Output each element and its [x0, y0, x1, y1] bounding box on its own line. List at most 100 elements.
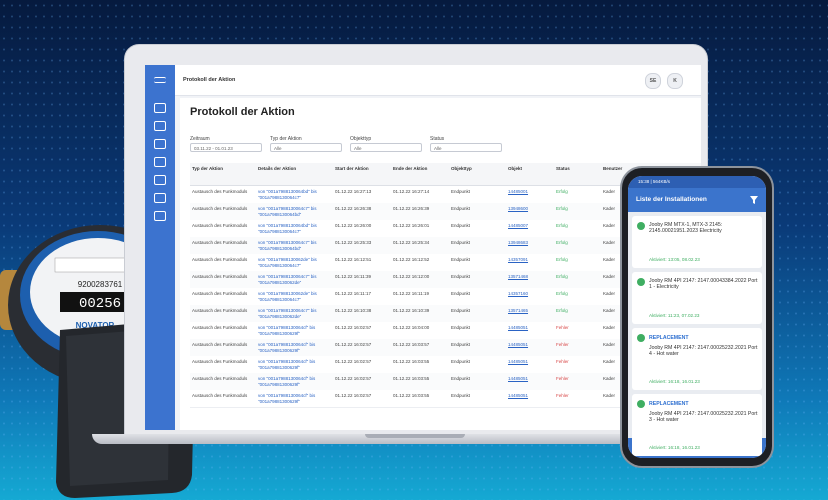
table-cell: Endpunkt [451, 291, 471, 296]
table-cell: Austausch des Funkmoduls [192, 206, 248, 211]
filter-select[interactable]: Alle [430, 143, 502, 152]
column-header: Benutzer [603, 166, 623, 171]
filter-label: Zeitraum [190, 136, 210, 142]
object-link[interactable]: 14485051 [508, 359, 529, 364]
table-cell: 01.12.22 16:02:57 [335, 359, 372, 364]
meter-counter: 00256 [79, 296, 121, 312]
table-cell: Erfolg [556, 308, 568, 313]
table-cell: Kader [603, 274, 616, 279]
installation-card[interactable]: Jooby RM MTX-1, MTX-3 2145: 2145.0002195… [632, 216, 762, 268]
table-cell: Kader [603, 342, 616, 347]
table-cell: Endpunkt [451, 240, 471, 245]
table-header-bg [190, 163, 701, 186]
table-cell: Austausch des Funkmoduls [192, 342, 248, 347]
card-text: Jooby RM 4PI 2147: 2147.00025232.2021 Po… [649, 345, 758, 358]
table-cell: 01.12.22 16:02:57 [335, 376, 372, 381]
table-cell: 01.12.22 16:10:38 [335, 308, 372, 313]
table-cell: 01.12.22 16:12:00 [393, 274, 430, 279]
table-cell: von "001a7988130064c7" bis "001a79881300… [258, 274, 317, 285]
table-cell: 01.12.22 16:25:33 [335, 240, 372, 245]
status-check [637, 222, 645, 230]
user-badge[interactable]: K [667, 73, 683, 89]
table-cell: von "001a7988130064cf" bis "001a79881300… [258, 359, 316, 370]
app-header: Liste der Installationen [628, 188, 766, 212]
object-link[interactable]: 13948600 [508, 206, 529, 211]
table-cell: 01.12.22 16:11:39 [335, 274, 371, 279]
table-cell: 01.12.22 16:10:39 [393, 308, 430, 313]
user-badge[interactable]: SE [645, 73, 661, 89]
column-header: Ende der Aktion [393, 166, 428, 171]
table-cell: 01.12.22 16:25:34 [393, 240, 430, 245]
object-link[interactable]: 13571468 [508, 274, 529, 279]
filter-label: Status [430, 136, 445, 142]
table-cell: Kader [603, 376, 616, 381]
phone: 15:38 | 564KB/s Liste der Installationen… [622, 168, 772, 466]
table-cell: 01.12.22 16:03:55 [393, 393, 430, 398]
filter-select[interactable]: Alle [270, 143, 342, 152]
filter-label: Typ der Aktion [270, 136, 302, 142]
table-cell: Austausch des Funkmoduls [192, 359, 248, 364]
table-cell: Endpunkt [451, 393, 471, 398]
object-link[interactable]: 14485051 [508, 342, 529, 347]
card-text: Jooby RM MTX-1, MTX-3 2145: 2145.0002195… [649, 222, 723, 235]
table-cell: 01.12.22 16:27:14 [393, 189, 430, 194]
table-cell: 01.12.22 16:26:00 [335, 223, 372, 228]
table-cell: Fehler [556, 359, 569, 364]
table-cell: Austausch des Funkmoduls [192, 240, 248, 245]
table-cell: 01.12.22 16:26:38 [335, 206, 372, 211]
table-cell: Fehler [556, 393, 569, 398]
installation-card[interactable]: REPLACEMENT Jooby RM 4PI 2147: 2147.00025… [632, 394, 762, 456]
column-header: Objekttyp [451, 166, 472, 171]
installation-card[interactable]: REPLACEMENT Jooby RM 4PI 2147: 2147.00025… [632, 328, 762, 390]
object-link[interactable]: 14485051 [508, 325, 529, 330]
filter-label: Objekttyp [350, 136, 372, 142]
table-cell: 01.12.22 16:02:57 [335, 325, 372, 330]
filter-icon[interactable] [750, 196, 758, 204]
table-cell: Endpunkt [451, 189, 471, 194]
status-check [637, 334, 645, 342]
laptop-notch [365, 434, 465, 438]
table-cell: Austausch des Funkmoduls [192, 257, 248, 262]
table-cell: von "001a7988130064c7" bis "001a79881300… [258, 206, 317, 217]
object-link[interactable]: 14485007 [508, 223, 529, 228]
filter-select[interactable]: 03.11.22 - 01.01.23 [190, 143, 262, 152]
table-cell: Endpunkt [451, 325, 471, 330]
page-title: Protokoll der Aktion [190, 106, 295, 118]
status-check [637, 278, 645, 286]
sidebar [145, 65, 175, 430]
installation-card[interactable]: Jooby RM 4PI 2147: 2147.00043384.2022 Po… [632, 272, 762, 324]
table-cell: Kader [603, 325, 616, 330]
table-cell: Endpunkt [451, 342, 471, 347]
filter-select[interactable]: Alle [350, 143, 422, 152]
table-cell: Erfolg [556, 206, 568, 211]
table-cell: von "001a7988130064cf" bis "001a79881300… [258, 376, 316, 387]
column-header: Start der Aktion [335, 166, 369, 171]
table-cell: Austausch des Funkmoduls [192, 223, 248, 228]
object-link[interactable]: 14485051 [508, 393, 529, 398]
table-cell: 01.12.22 16:12:52 [393, 257, 430, 262]
table-cell: von "001a7988130064bd" bis "001a79881300… [258, 189, 317, 200]
object-link[interactable]: 14357091 [508, 257, 529, 262]
table-cell: Austausch des Funkmoduls [192, 376, 248, 381]
object-link[interactable]: 14485001 [508, 189, 529, 194]
table-cell: 01.12.22 16:26:39 [393, 206, 430, 211]
table-cell: Austausch des Funkmoduls [192, 325, 248, 330]
table-cell: Kader [603, 223, 616, 228]
table-cell: Endpunkt [451, 308, 471, 313]
table-cell: Kader [603, 257, 616, 262]
table-cell: von "001a7988130064cf" bis "001a79881300… [258, 393, 316, 404]
object-link[interactable]: 14485051 [508, 376, 529, 381]
table-cell: Kader [603, 189, 616, 194]
table-cell: Endpunkt [451, 376, 471, 381]
phone-screen: 15:38 | 564KB/s Liste der Installationen… [628, 176, 766, 458]
table-cell: von "001a7988130062de" bis "001a79881300… [258, 291, 317, 302]
table-cell: 01.12.22 16:12:51 [335, 257, 372, 262]
card-tag: REPLACEMENT [649, 401, 689, 407]
table-cell: Erfolg [556, 257, 568, 262]
object-link[interactable]: 13571465 [508, 308, 529, 313]
table-cell: von "001a7988130062de" bis "001a79881300… [258, 257, 317, 268]
object-link[interactable]: 14357160 [508, 291, 529, 296]
table-cell: Austausch des Funkmoduls [192, 393, 248, 398]
object-link[interactable]: 13948683 [508, 240, 529, 245]
column-header: Status [556, 166, 570, 171]
